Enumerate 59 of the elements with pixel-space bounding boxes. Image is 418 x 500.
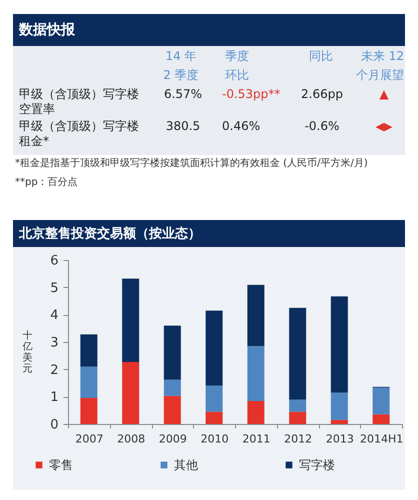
y-tick-label: 1: [50, 390, 58, 406]
bar: [247, 284, 264, 346]
legend-label: 零售: [49, 458, 73, 472]
bar: [289, 400, 306, 412]
bar: [289, 308, 306, 400]
text: **pp：百分点: [15, 176, 78, 188]
x-tick-label: 2012: [284, 432, 312, 446]
text: 14 年 2 季度: [163, 49, 199, 82]
text: -0.53pp**: [222, 87, 280, 101]
text: 季度环比: [225, 49, 249, 82]
x-tick-label: 2008: [117, 432, 146, 446]
y-tick-label: 2: [50, 362, 58, 378]
text: 0.46%: [222, 119, 260, 133]
bar: [164, 326, 181, 380]
x-tick-label: 2013: [326, 432, 354, 446]
bar: [206, 412, 223, 424]
text: 甲级（含顶级）写字楼空置率: [19, 87, 139, 116]
bar: [372, 414, 390, 424]
bar: [330, 296, 348, 393]
bar: [164, 396, 181, 424]
bar: [80, 398, 98, 424]
bar: [122, 278, 140, 362]
y-tick-label: 3: [50, 336, 58, 350]
bar: [330, 392, 348, 420]
bar: [80, 334, 98, 367]
bar: [206, 385, 223, 412]
bar: [247, 346, 264, 402]
bar: [206, 310, 223, 386]
x-tick-label: 2010: [200, 432, 229, 446]
y-tick-label: 4: [50, 308, 58, 324]
text: 甲级（含顶级）写字楼租金*: [19, 119, 139, 148]
legend-label: 其他: [174, 458, 198, 472]
bar: [372, 388, 390, 414]
x-tick-label: 2007: [75, 432, 104, 446]
bar: [247, 401, 264, 424]
text: *租金是指基于顶级和甲级写字楼按建筑面积计算的有效租金 (人民币/平方米/月): [15, 157, 368, 169]
x-tick-label: 2011: [242, 432, 270, 446]
text: 2.66pp: [301, 87, 343, 101]
chart-title: 北京整售投资交易额（按业态）: [18, 226, 201, 242]
text: ◀▶: [376, 120, 393, 133]
bar: [122, 362, 140, 424]
text: 未来 12 个月展望: [356, 49, 404, 82]
text: ▲: [379, 87, 390, 101]
y-axis-title: 十亿美元: [22, 330, 32, 374]
bar: [164, 380, 181, 396]
text: 380.5: [166, 119, 200, 133]
x-tick-label: 2014H1: [360, 432, 404, 446]
bar: [330, 420, 348, 424]
text: 数据快报: [18, 22, 76, 38]
legend-label: 写字楼: [299, 458, 335, 472]
text: -0.6%: [304, 119, 340, 133]
text: 同比: [309, 49, 333, 63]
y-tick-label: 0: [50, 418, 58, 432]
y-tick-label: 6: [50, 254, 58, 268]
x-tick-label: 2009: [158, 432, 187, 446]
y-tick-label: 5: [50, 280, 58, 296]
bar: [80, 366, 98, 398]
text: 6.57%: [164, 87, 202, 101]
bar: [289, 412, 306, 424]
